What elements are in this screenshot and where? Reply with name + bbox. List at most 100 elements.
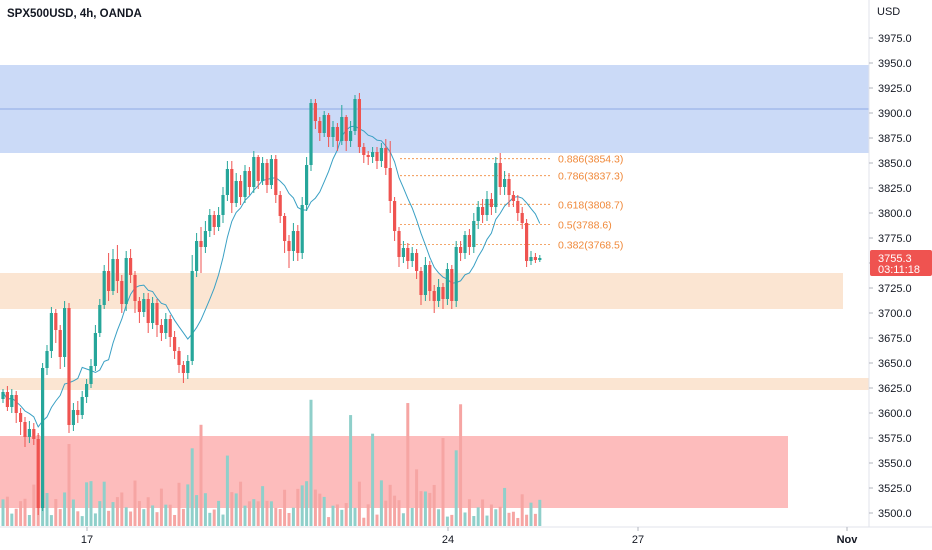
candle[interactable] — [41, 363, 45, 511]
candle[interactable] — [120, 275, 124, 313]
candle[interactable] — [419, 267, 423, 305]
candle[interactable] — [164, 313, 168, 339]
candle[interactable] — [151, 297, 155, 329]
candle[interactable] — [89, 359, 93, 388]
candle[interactable] — [529, 251, 533, 265]
candle[interactable] — [225, 161, 229, 201]
candle[interactable] — [340, 105, 344, 145]
candle[interactable] — [353, 95, 357, 135]
candle[interactable] — [274, 155, 278, 203]
candle[interactable] — [80, 391, 84, 419]
candle[interactable] — [265, 159, 269, 193]
candle[interactable] — [467, 229, 471, 255]
candle[interactable] — [437, 279, 441, 307]
candle[interactable] — [168, 315, 172, 347]
candle[interactable] — [498, 153, 502, 195]
candle[interactable] — [111, 249, 115, 295]
candle[interactable] — [476, 201, 480, 229]
candle[interactable] — [115, 245, 119, 293]
candle[interactable] — [357, 93, 361, 153]
candle[interactable] — [283, 213, 287, 253]
candle[interactable] — [344, 115, 348, 151]
candle[interactable] — [327, 113, 331, 147]
candle[interactable] — [445, 263, 449, 305]
candle[interactable] — [454, 241, 458, 307]
candle[interactable] — [58, 325, 62, 369]
candle[interactable] — [221, 187, 225, 223]
candle[interactable] — [217, 207, 221, 231]
candle[interactable] — [428, 261, 432, 301]
candle[interactable] — [199, 227, 203, 273]
candle[interactable] — [173, 331, 177, 359]
candle[interactable] — [230, 161, 234, 213]
candle[interactable] — [1, 389, 5, 403]
candle[interactable] — [36, 433, 40, 515]
time-axis[interactable]: 172427Nov7142128 — [0, 526, 932, 546]
candle[interactable] — [313, 99, 317, 129]
candle[interactable] — [384, 139, 388, 175]
candle[interactable] — [291, 223, 295, 261]
candle[interactable] — [85, 379, 89, 403]
candle[interactable] — [415, 249, 419, 279]
candle[interactable] — [261, 157, 265, 185]
candle[interactable] — [423, 257, 427, 301]
candle[interactable] — [10, 389, 14, 413]
candle[interactable] — [463, 231, 467, 259]
candle[interactable] — [190, 255, 194, 365]
candle[interactable] — [49, 307, 53, 358]
candles-layer[interactable] — [1, 93, 542, 515]
candle[interactable] — [520, 207, 524, 229]
candle[interactable] — [54, 309, 58, 343]
candle[interactable] — [397, 227, 401, 267]
candle[interactable] — [296, 225, 300, 261]
candle[interactable] — [516, 195, 520, 221]
candle[interactable] — [362, 143, 366, 163]
candle[interactable] — [76, 401, 80, 423]
candle[interactable] — [71, 403, 75, 431]
candle[interactable] — [349, 121, 353, 147]
candle[interactable] — [133, 271, 137, 313]
candle[interactable] — [533, 253, 537, 263]
candle[interactable] — [503, 171, 507, 195]
candle[interactable] — [243, 165, 247, 203]
candle[interactable] — [459, 241, 463, 261]
candle[interactable] — [5, 386, 9, 411]
candle[interactable] — [287, 235, 291, 268]
candle[interactable] — [234, 173, 238, 207]
candle[interactable] — [27, 421, 31, 443]
candle[interactable] — [195, 233, 199, 277]
candle[interactable] — [177, 347, 181, 373]
candle[interactable] — [331, 121, 335, 147]
candle[interactable] — [410, 247, 414, 267]
candle[interactable] — [124, 251, 128, 311]
candle[interactable] — [481, 199, 485, 223]
candle[interactable] — [538, 255, 542, 262]
candle[interactable] — [129, 249, 133, 283]
candle[interactable] — [146, 293, 150, 333]
candle[interactable] — [256, 155, 260, 189]
candle[interactable] — [489, 193, 493, 215]
candle[interactable] — [142, 293, 146, 317]
candle[interactable] — [494, 157, 498, 213]
candle[interactable] — [525, 219, 529, 267]
candle[interactable] — [181, 361, 185, 383]
price-axis[interactable]: USD 3975.0 3950.0 3925.0 3900.0 3875.0 3850.0… — [868, 0, 912, 527]
candle[interactable] — [107, 253, 111, 301]
candle[interactable] — [366, 151, 370, 165]
candle[interactable] — [441, 283, 445, 309]
candle[interactable] — [32, 423, 36, 445]
candle[interactable] — [98, 299, 102, 337]
candle[interactable] — [63, 301, 67, 367]
candle[interactable] — [212, 211, 216, 235]
candle[interactable] — [485, 191, 489, 221]
candle[interactable] — [309, 99, 313, 171]
candle[interactable] — [239, 175, 243, 205]
candle[interactable] — [335, 123, 339, 151]
candle[interactable] — [19, 408, 23, 435]
candle[interactable] — [401, 241, 405, 263]
candle[interactable] — [511, 191, 515, 207]
candle[interactable] — [45, 345, 49, 375]
candle[interactable] — [393, 197, 397, 241]
candle[interactable] — [159, 319, 163, 341]
